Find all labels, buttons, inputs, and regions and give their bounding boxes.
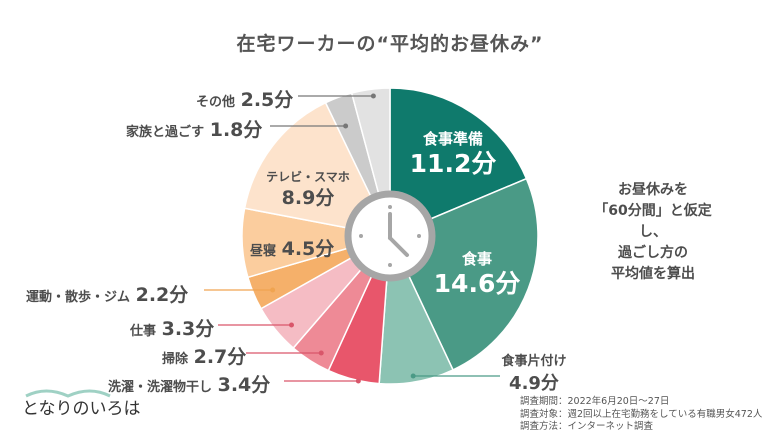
label-value: 2.2分 — [135, 284, 189, 306]
label-shokuji-junbi: 食事準備 11.2分 — [408, 128, 498, 179]
label-name: テレビ・スマホ — [266, 170, 350, 184]
label-name: 食事片付け — [501, 354, 567, 369]
logo-text: となりのいろは — [22, 399, 141, 419]
chart-title: 在宅ワーカーの“平均的お昼休み” — [236, 33, 544, 55]
label-value: 2.5分 — [240, 89, 294, 111]
label-name: 食事準備 — [422, 130, 483, 148]
label-tv: テレビ・スマホ 8.9分 — [258, 168, 358, 211]
survey-target: 調査対象：週2回以上在宅勤務をしている有職男女472人 — [520, 408, 763, 420]
label-name: 掃除 — [162, 352, 189, 367]
label-value: 14.6分 — [433, 269, 521, 298]
label-value: 1.8分 — [209, 119, 263, 141]
survey-method: 調査方法：インターネット調査 — [520, 421, 654, 432]
label-name: 運動・散歩・ジム — [26, 290, 131, 305]
label-name: 昼寝 — [250, 244, 277, 259]
note-line: 「60分間」と仮定し、 — [594, 203, 712, 240]
label-value: 3.4分 — [217, 374, 271, 396]
label-sonota: その他 2.5分 — [196, 85, 293, 112]
label-value: 3.3分 — [161, 318, 215, 340]
label-hirune: 昼寝 4.5分 — [250, 234, 334, 261]
label-kazoku: 家族と過ごす 1.8分 — [126, 115, 262, 142]
label-name: 家族と過ごす — [126, 125, 205, 140]
label-souji: 掃除 2.7分 — [162, 342, 246, 369]
label-sentaku: 洗濯・洗濯物干し 3.4分 — [108, 370, 270, 397]
label-name: 食事 — [461, 250, 492, 268]
pie-slice — [389, 87, 528, 238]
label-undou: 運動・散歩・ジム 2.2分 — [26, 280, 188, 307]
label-value: 2.7分 — [193, 346, 247, 368]
label-shokuji: 食事 14.6分 — [432, 248, 522, 299]
label-name: 仕事 — [130, 324, 157, 339]
label-name: その他 — [196, 95, 236, 110]
label-katazuke: 食事片付け 4.9分 — [494, 350, 574, 395]
note-line: 過ごし方の — [618, 245, 688, 261]
book-arc-icon — [25, 389, 111, 398]
pie-slice — [243, 101, 392, 238]
note-line: 平均値を算出 — [611, 266, 695, 282]
note-line: お昼休みを — [618, 182, 688, 198]
label-value: 8.9分 — [281, 187, 335, 209]
label-value: 4.9分 — [509, 373, 559, 394]
survey-info: 調査期間：2022年6月20日～27日 調査対象：週2回以上在宅勤務をしている有… — [520, 396, 762, 434]
leader-lines — [204, 93, 500, 384]
clock-icon — [344, 190, 436, 282]
brand-logo: となりのいろは — [22, 389, 141, 419]
assumption-note: お昼休みを 「60分間」と仮定し、 過ごし方の 平均値を算出 — [588, 180, 718, 285]
label-shigoto: 仕事 3.3分 — [130, 314, 214, 341]
label-value: 11.2分 — [409, 149, 497, 178]
label-value: 4.5分 — [281, 238, 335, 260]
survey-period: 調査期間：2022年6月20日～27日 — [520, 396, 670, 407]
label-name: 洗濯・洗濯物干し — [108, 380, 213, 395]
